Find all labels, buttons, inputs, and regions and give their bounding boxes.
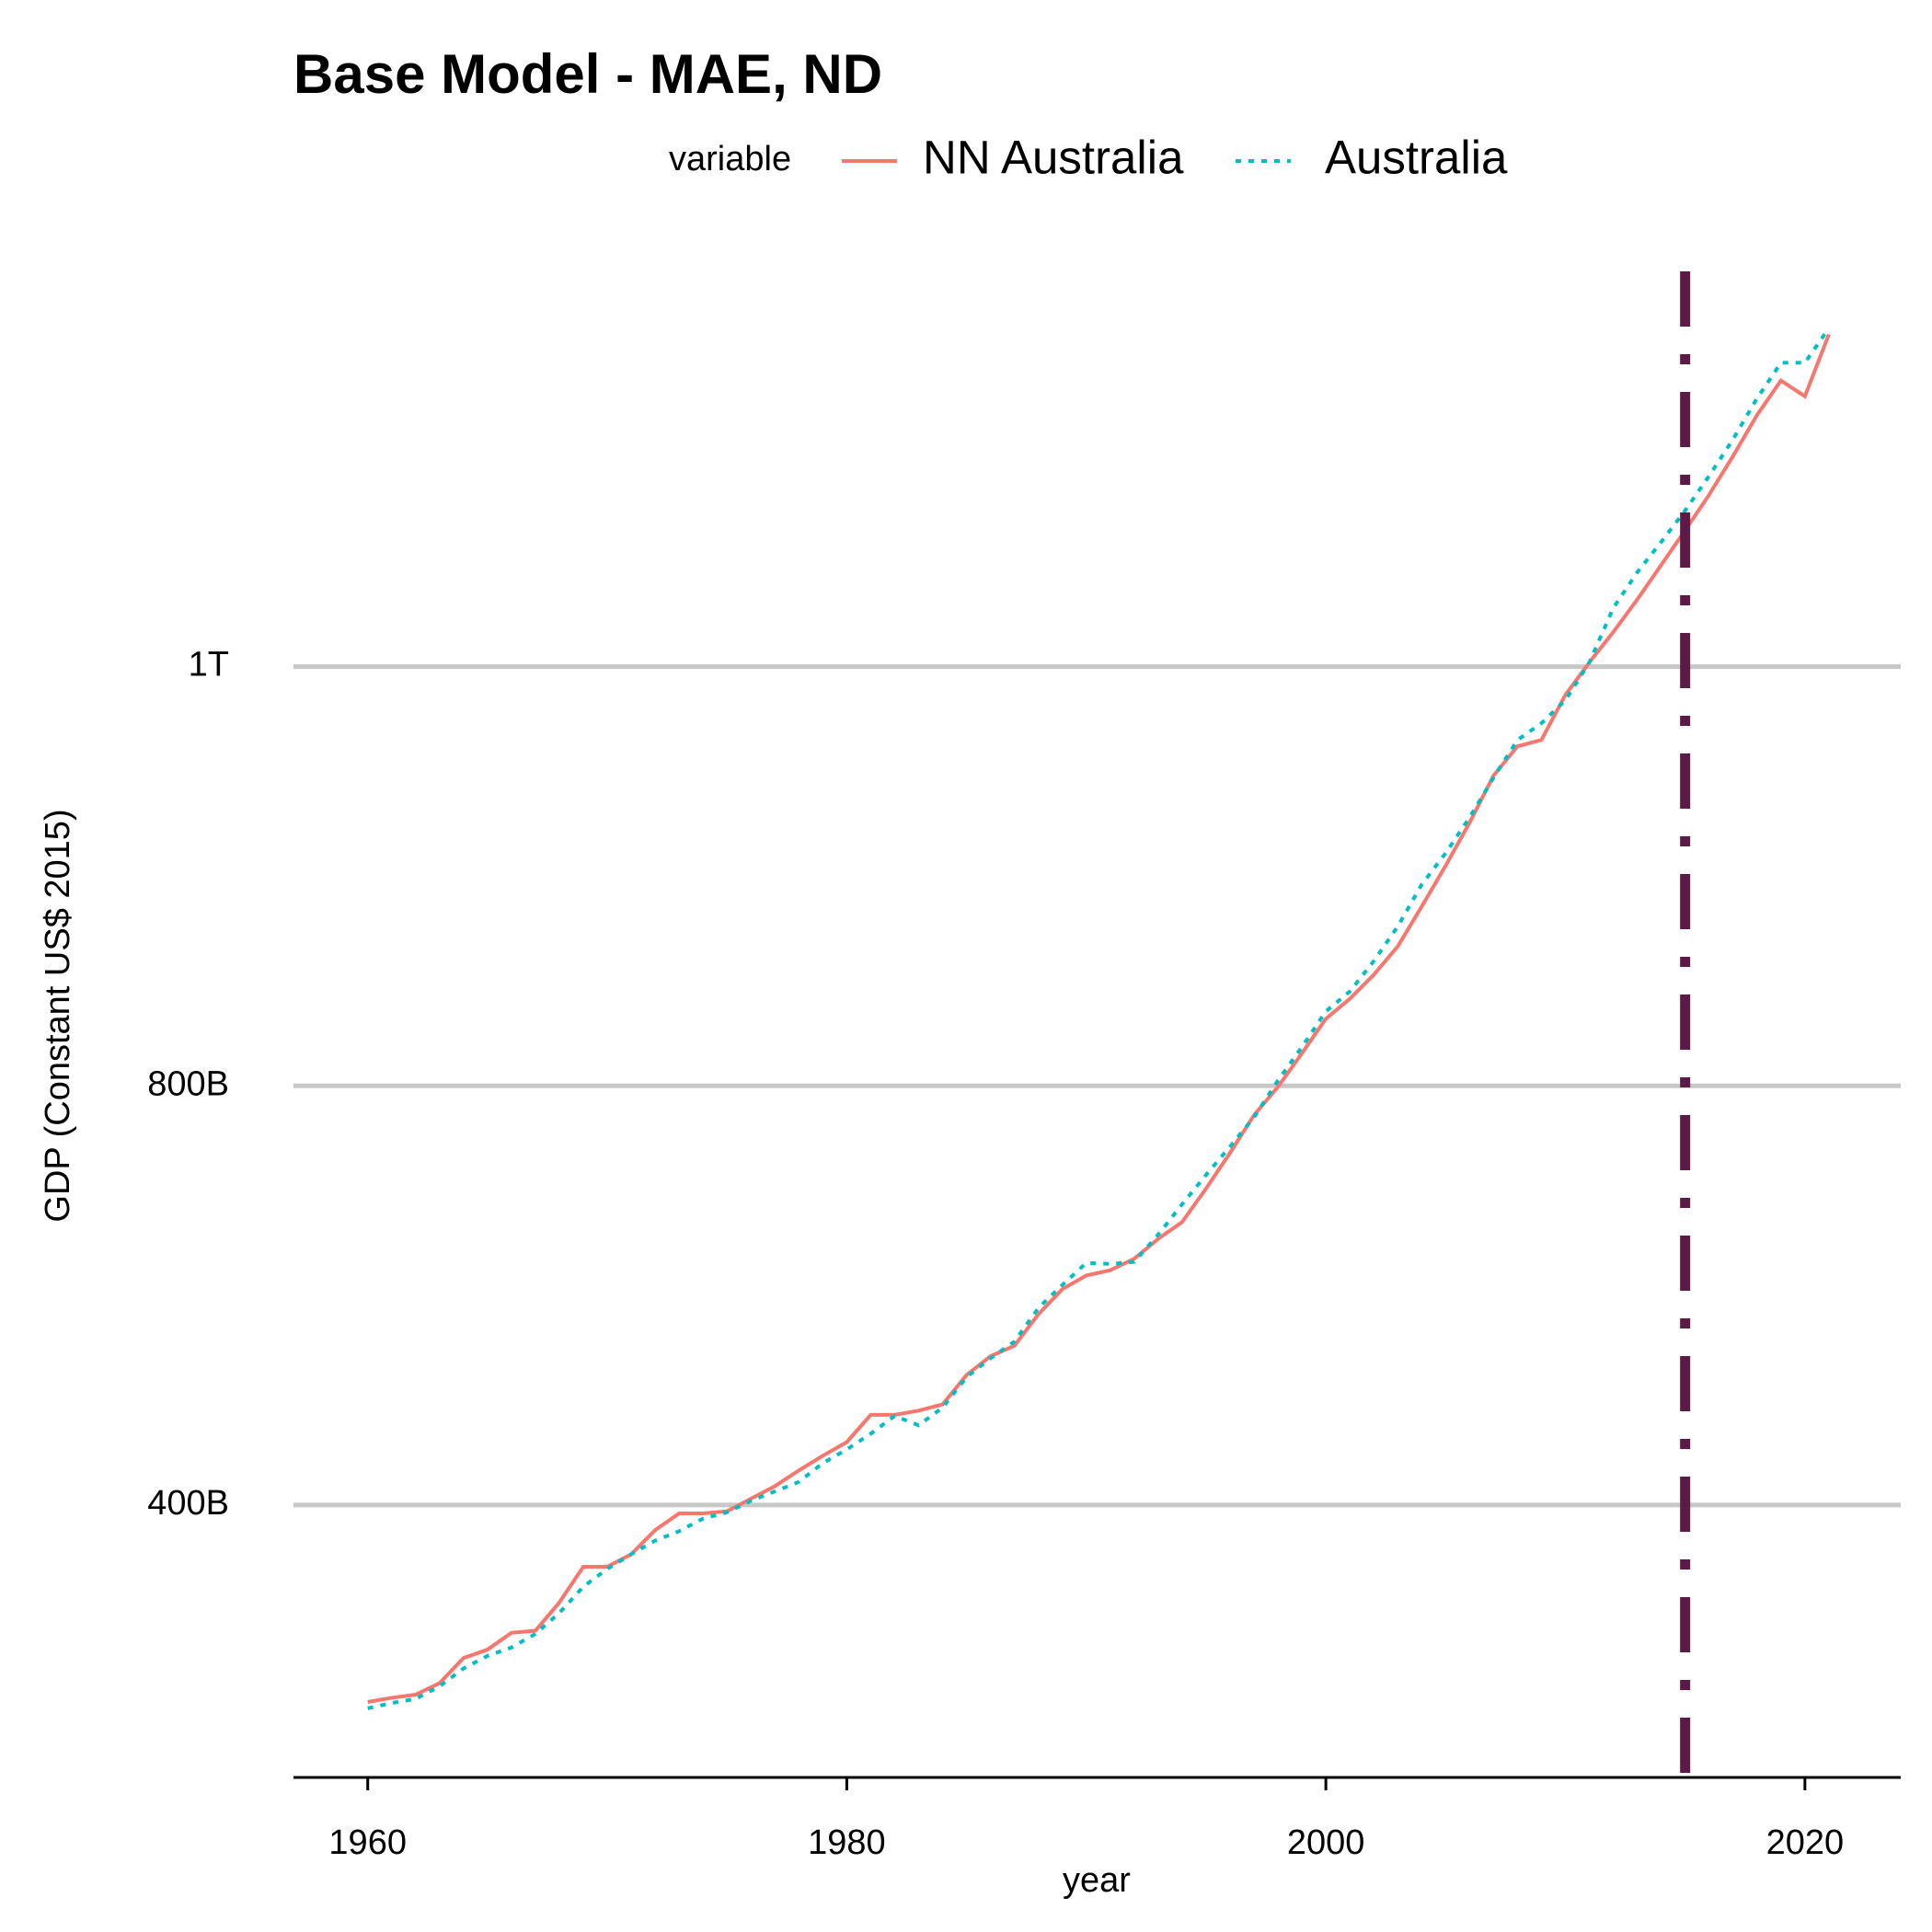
series-line bbox=[367, 327, 1831, 1710]
x-tick-label: 1960 bbox=[328, 1823, 407, 1862]
x-tick-label: 2020 bbox=[1766, 1823, 1845, 1862]
x-tick-label: 2000 bbox=[1287, 1823, 1365, 1862]
y-axis-title: GDP (Constant US$ 2015) bbox=[39, 809, 77, 1222]
legend-label: Australia bbox=[1325, 131, 1508, 183]
x-tick-label: 1980 bbox=[808, 1823, 886, 1862]
series-line bbox=[367, 333, 1831, 1704]
x-axis-title: year bbox=[1063, 1861, 1131, 1900]
y-tick-label: 1T bbox=[189, 646, 229, 684]
y-tick-label: 400B bbox=[147, 1484, 229, 1523]
y-tick-label: 800B bbox=[147, 1064, 229, 1103]
legend-title: variable bbox=[669, 140, 791, 178]
legend-label: NN Australia bbox=[923, 131, 1184, 183]
chart-title: Base Model - MAE, ND bbox=[293, 43, 882, 105]
